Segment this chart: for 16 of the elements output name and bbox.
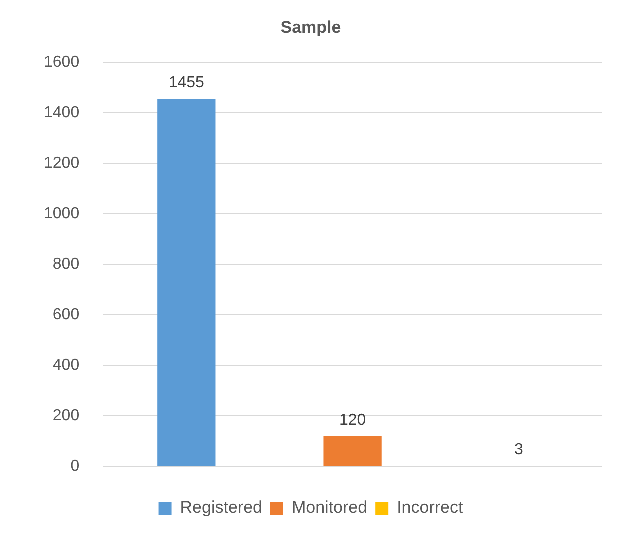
data-label: 120 [339, 412, 366, 429]
y-tick-label: 600 [52, 306, 80, 324]
legend-label: Incorrect [397, 498, 464, 518]
legend-label: Registered [180, 498, 262, 518]
legend-label: Monitored [292, 498, 368, 518]
chart-title: Sample [280, 18, 342, 37]
y-tick-label: 1200 [44, 154, 80, 172]
y-tick-label: 0 [70, 458, 80, 476]
y-tick-label: 200 [52, 408, 80, 425]
y-tick-label: 400 [52, 357, 80, 374]
data-label: 3 [514, 441, 524, 458]
data-label: 1455 [168, 74, 205, 92]
y-tick-label: 800 [52, 256, 80, 274]
y-tick-label: 1000 [44, 205, 80, 222]
y-tick-label: 1400 [44, 104, 80, 122]
y-tick-label: 1600 [44, 54, 80, 71]
